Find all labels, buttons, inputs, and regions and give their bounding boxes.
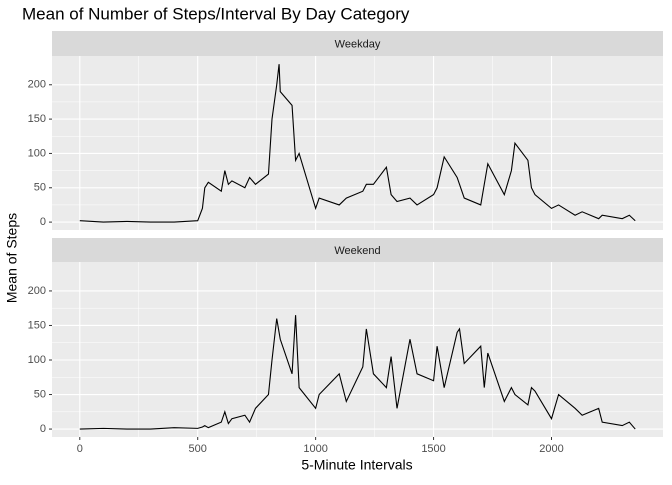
data-line (79, 315, 636, 430)
y-tick-label: 150 (28, 113, 46, 125)
x-axis-label: 5-Minute Intervals (301, 457, 412, 473)
x-tick-label: 2000 (539, 443, 563, 455)
x-tick-label: 1000 (303, 443, 327, 455)
y-tick-label: 200 (28, 285, 46, 297)
y-tick-label: 100 (28, 147, 46, 159)
y-tick-label: 150 (28, 319, 46, 331)
y-tick-label: 0 (40, 423, 46, 435)
x-tick-label: 1500 (421, 443, 445, 455)
y-tick-label: 0 (40, 216, 46, 228)
chart-title: Mean of Number of Steps/Interval By Day … (22, 4, 410, 23)
y-tick-label: 200 (28, 79, 46, 91)
strip-label: Weekday (335, 38, 381, 50)
panel (52, 262, 663, 437)
strip-label: Weekend (334, 245, 380, 257)
strip (52, 31, 663, 56)
y-tick-label: 50 (34, 182, 46, 194)
y-tick-label: 100 (28, 354, 46, 366)
x-tick-label: 500 (189, 443, 207, 455)
data-line (79, 64, 636, 223)
y-tick-label: 50 (34, 388, 46, 400)
panel (52, 56, 663, 230)
y-axis-label: Mean of Steps (4, 213, 20, 303)
x-tick-label: 0 (77, 443, 83, 455)
strip (52, 238, 663, 262)
